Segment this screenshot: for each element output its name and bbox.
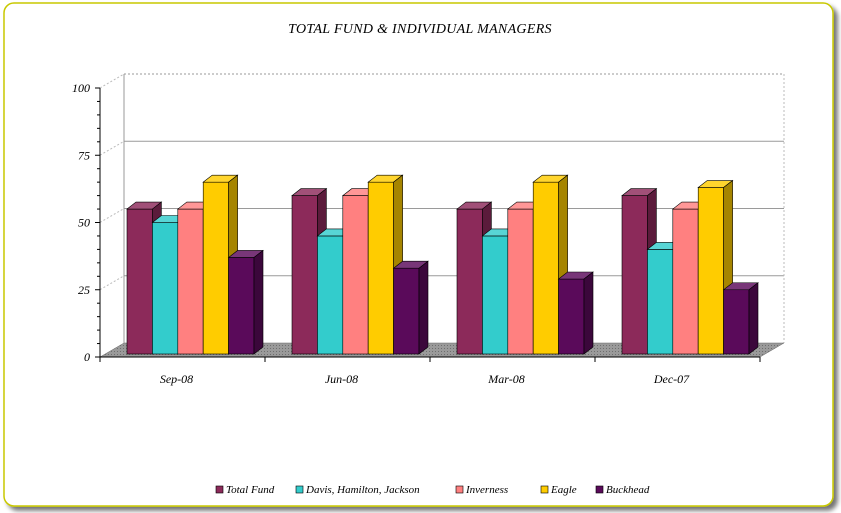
bar-side [583,271,594,355]
bar-front [456,208,483,355]
bar-side [253,249,264,355]
bar-front [152,222,179,355]
bar-front [621,195,648,355]
y-tick-label: 50 [78,216,90,230]
legend-label: Total Fund [226,484,275,496]
legend-label: Davis, Hamilton, Jackson [305,484,420,496]
bar-front [532,181,559,355]
x-tick-label: Dec-07 [653,372,690,386]
y-tick-label: 100 [72,81,90,95]
legend-swatch [215,485,224,494]
legend: Total Fund Davis, Hamilton, Jackson Invern… [215,484,650,496]
x-tick-label: Mar-08 [487,372,524,386]
x-tick-label: Jun-08 [325,372,358,386]
bar-front [367,181,394,355]
y-tick-label: 25 [78,283,90,297]
chart-title: TOTAL FUND & INDIVIDUAL MANAGERS [288,22,552,37]
legend-swatch [455,485,464,494]
bar-side [748,282,759,355]
plot-area: 0 25 50 75 100 Sep-08 Jun-08 Mar-08 Dec-07 [72,73,785,386]
bar-front [558,278,585,355]
legend-swatch [595,485,604,494]
bar [392,260,429,355]
bar-front [482,235,509,355]
bar [722,282,759,355]
bar-front [393,267,420,355]
bar [557,271,594,355]
legend-swatch [295,485,304,494]
y-tick-label: 0 [84,350,90,364]
legend-label: Inverness [465,484,508,496]
chart-frame [3,2,834,507]
bar-front [291,195,318,355]
bar [227,249,264,355]
side-wall-line [99,140,125,156]
bar-front [317,235,344,355]
side-wall-line [99,73,125,89]
bar-front [342,195,369,355]
bar-front [672,208,699,355]
side-wall-line [99,208,125,223]
y-tick-label: 75 [78,148,90,162]
legend-swatch [540,485,549,494]
bar-side [418,260,429,355]
bar-front [507,208,534,355]
bar-front [647,249,674,355]
bar-front [202,181,229,355]
bar [697,179,734,355]
bar-front [723,289,750,355]
bar-front [126,208,153,355]
legend-label: Buckhead [606,484,650,496]
bar-front [228,257,255,355]
x-tick-label: Sep-08 [160,372,193,386]
side-wall-line [99,275,125,291]
legend-label: Eagle [550,484,577,496]
bar-front [177,208,204,355]
bar-front [697,187,724,355]
